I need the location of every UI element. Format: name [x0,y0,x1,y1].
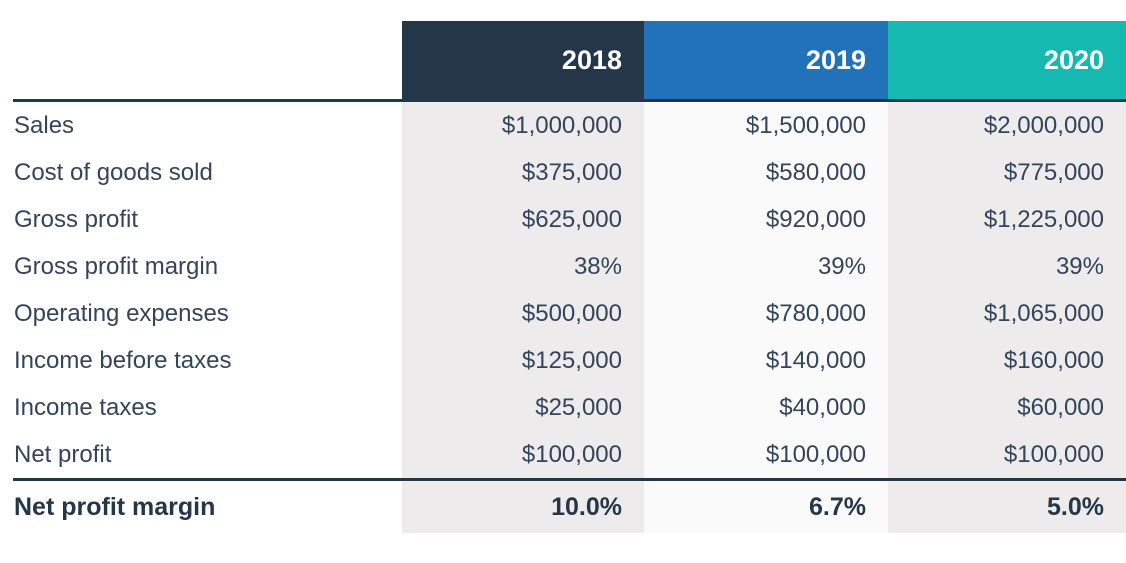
cell-2019: $920,000 [644,196,888,243]
cell-2020: $1,225,000 [888,196,1126,243]
cell-2018: $25,000 [402,384,644,431]
row-label: Gross profit [14,206,139,233]
cell-2020: $100,000 [888,431,1126,478]
row-label: Operating expenses [14,300,229,327]
cell-2020: $2,000,000 [888,102,1126,149]
cell-2019: $140,000 [644,337,888,384]
cell-2020: $1,065,000 [888,290,1126,337]
cell-2018: $1,000,000 [402,102,644,149]
cell-2020: 39% [888,243,1126,290]
table-row: Gross profit margin 38% 39% 39% [0,243,1126,290]
table-footer-row: Net profit margin 10.0% 6.7% 5.0% [0,481,1126,533]
cell-2018: 38% [402,243,644,290]
row-label: Net profit [14,441,112,468]
cell-2020: $775,000 [888,149,1126,196]
header-rule [13,99,1126,102]
row-label: Gross profit margin [14,253,219,280]
cell-2019: $1,500,000 [644,102,888,149]
table-row: Operating expenses $500,000 $780,000 $1,… [0,290,1126,337]
header-corner-spacer [0,21,402,99]
table-row: Income taxes $25,000 $40,000 $60,000 [0,384,1126,431]
footer-rule [13,478,1126,481]
year-header-2019: 2019 [644,21,888,99]
table-row: Sales $1,000,000 $1,500,000 $2,000,000 [0,102,1126,149]
footer-cell-2020: 5.0% [888,481,1126,533]
table-row: Income before taxes $125,000 $140,000 $1… [0,337,1126,384]
cell-2018: $375,000 [402,149,644,196]
cell-2018: $100,000 [402,431,644,478]
cell-2019: $40,000 [644,384,888,431]
income-statement-table: 2018 2019 2020 Sales $1,000,000 $1,500,0… [0,21,1126,533]
cell-2019: 39% [644,243,888,290]
table-body: Sales $1,000,000 $1,500,000 $2,000,000 C… [0,102,1126,478]
footer-cell-2019: 6.7% [644,481,888,533]
footer-cell-2018: 10.0% [402,481,644,533]
cell-2020: $160,000 [888,337,1126,384]
cell-2018: $500,000 [402,290,644,337]
footer-label: Net profit margin [14,493,216,521]
cell-2018: $625,000 [402,196,644,243]
table-row: Cost of goods sold $375,000 $580,000 $77… [0,149,1126,196]
table-row: Gross profit $625,000 $920,000 $1,225,00… [0,196,1126,243]
table-header-row: 2018 2019 2020 [0,21,1126,99]
row-label: Income before taxes [14,347,232,374]
row-label: Income taxes [14,394,157,421]
year-header-2020: 2020 [888,21,1126,99]
cell-2019: $780,000 [644,290,888,337]
cell-2018: $125,000 [402,337,644,384]
cell-2019: $100,000 [644,431,888,478]
table-row: Net profit $100,000 $100,000 $100,000 [0,431,1126,478]
year-header-2018: 2018 [402,21,644,99]
cell-2019: $580,000 [644,149,888,196]
row-label: Cost of goods sold [14,159,213,186]
row-label: Sales [14,112,75,139]
cell-2020: $60,000 [888,384,1126,431]
